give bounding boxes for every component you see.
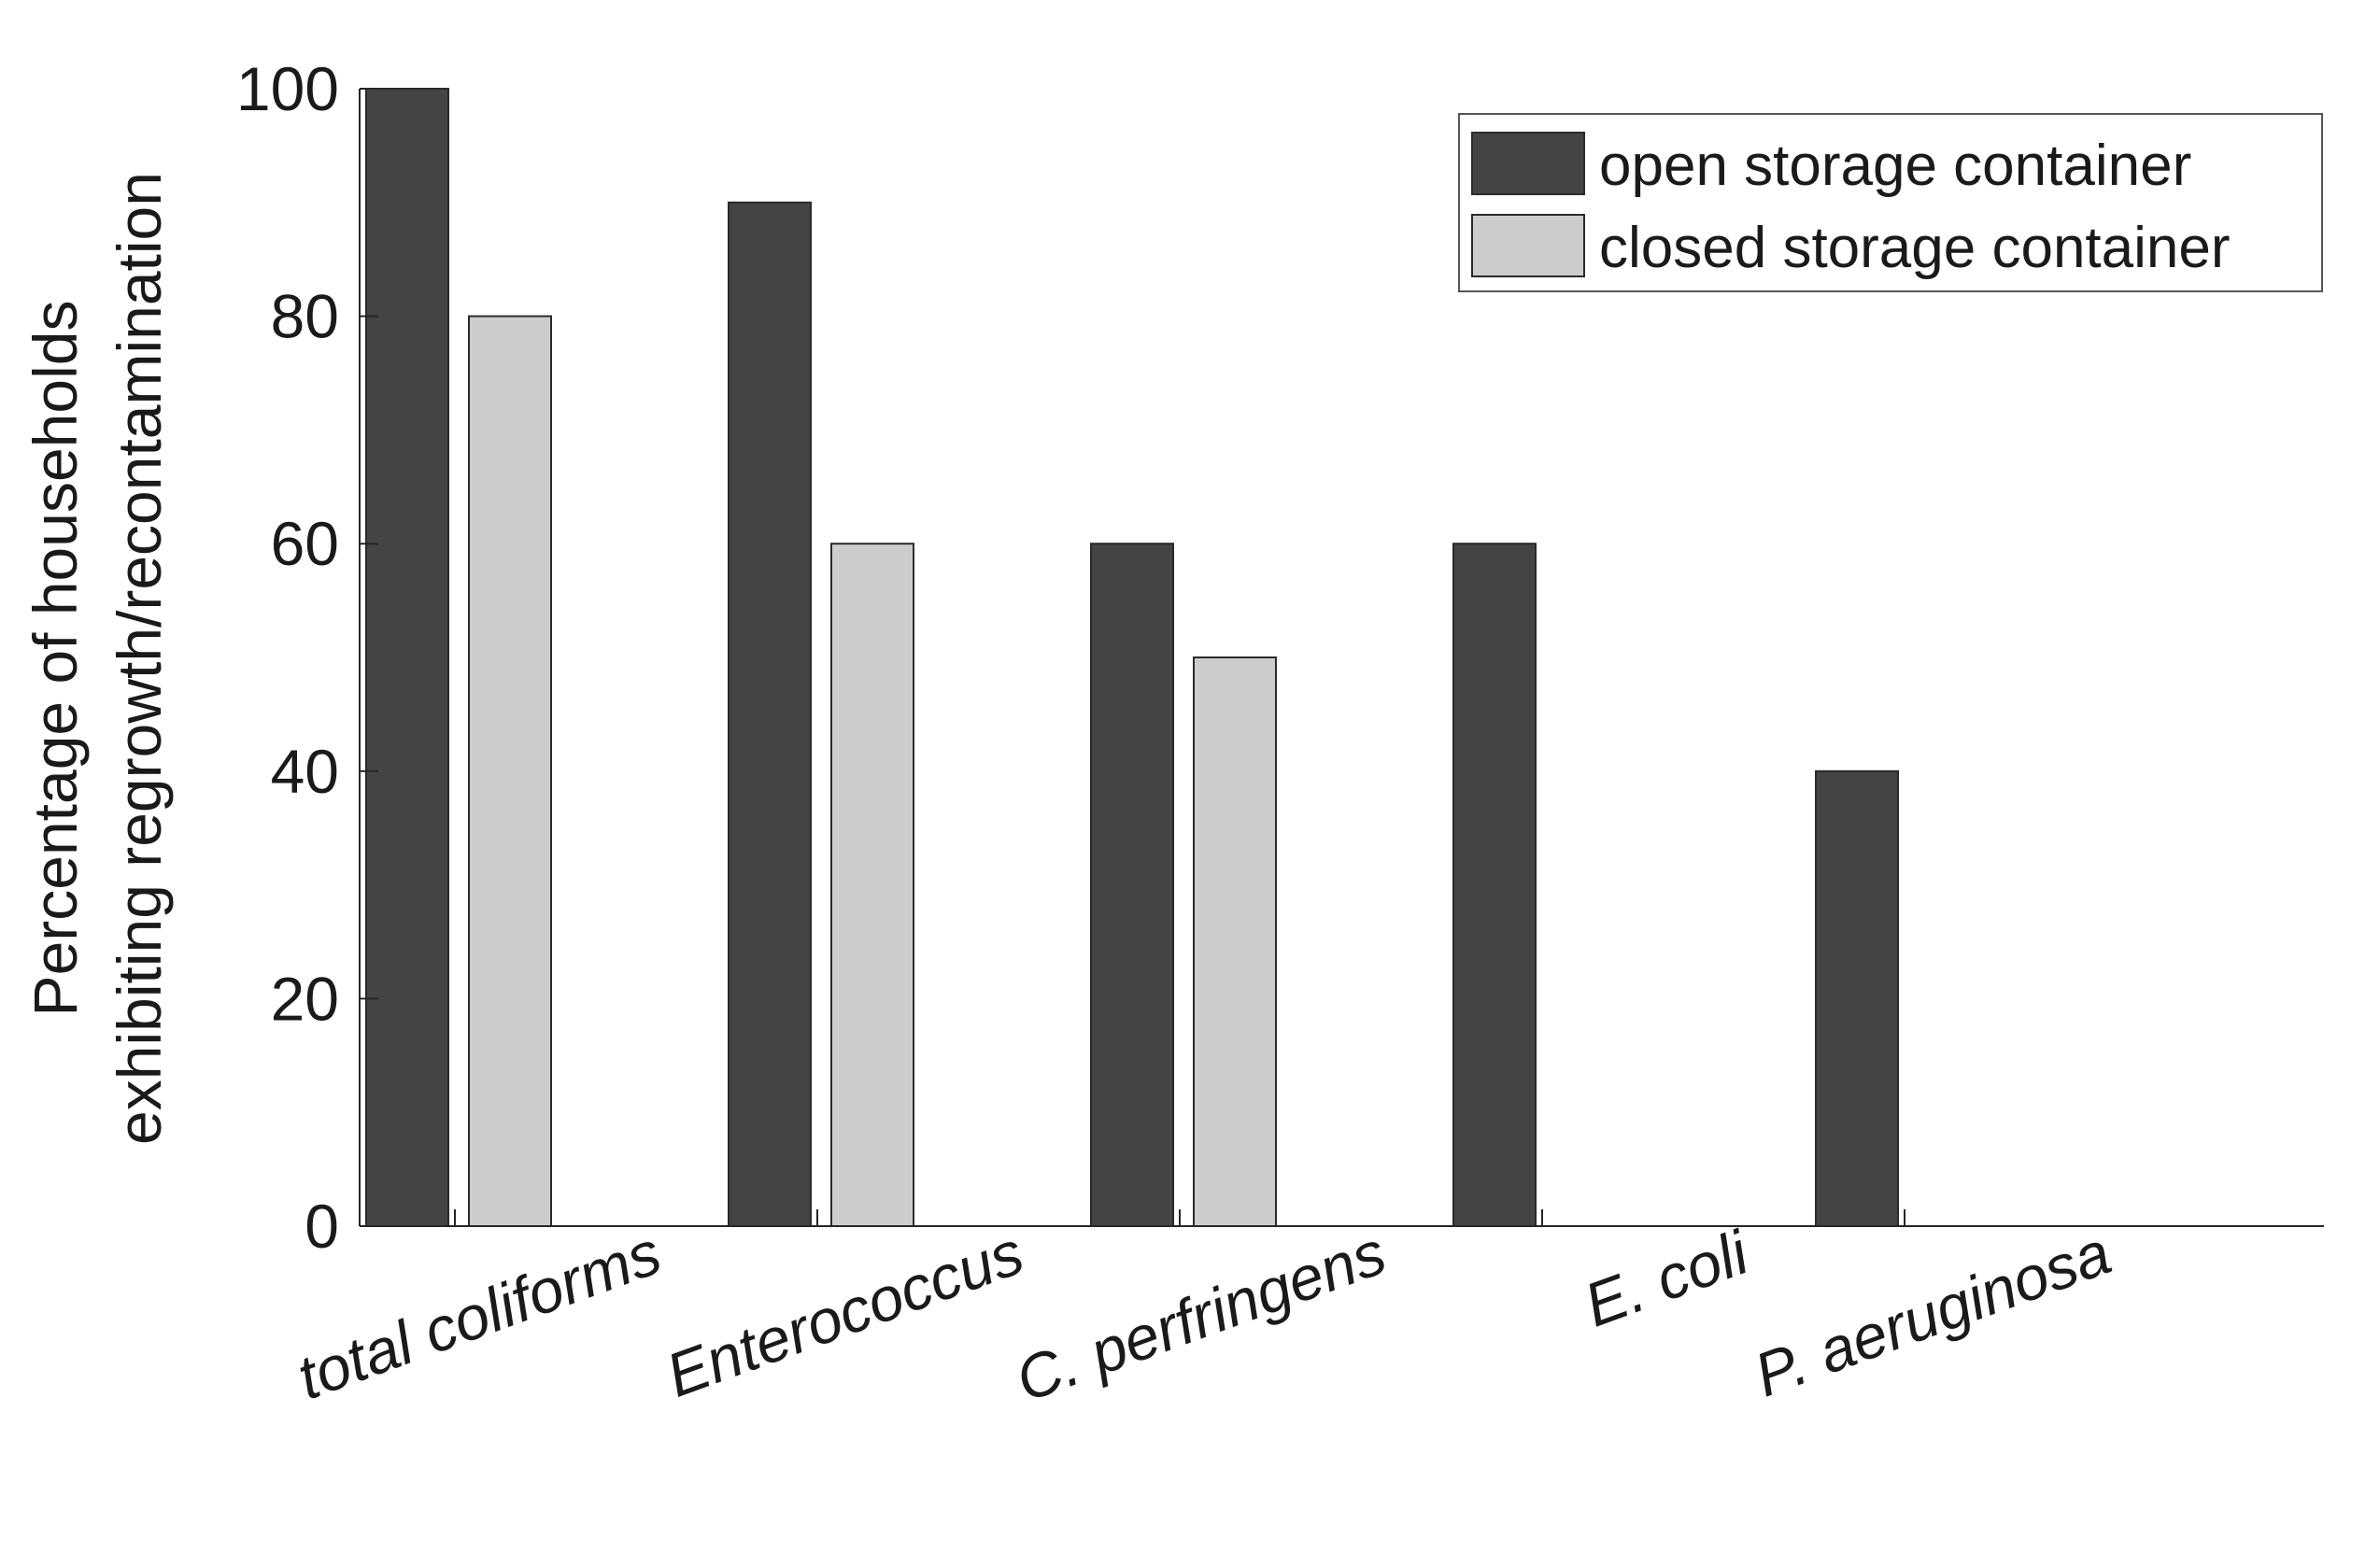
y-tick-label: 100 <box>236 54 339 123</box>
legend-swatch-open-storage-container <box>1471 132 1585 195</box>
legend-label-closed-storage-container: closed storage container <box>1599 216 2231 280</box>
y-axis-label: Percentage of households exhibiting regro… <box>21 172 174 1145</box>
bar-total-coliforms-open-storage-container <box>365 88 449 1227</box>
x-tick-label-p-aeruginosa: P. aeruginosa <box>1746 1218 2119 1410</box>
bar-enterococcus-closed-storage-container <box>830 543 914 1227</box>
x-tick-label-e-coli: E. coli <box>1576 1217 1759 1340</box>
y-tick-label: 0 <box>305 1192 339 1261</box>
y-axis-label-line-2: exhibiting regrowth/recontamination <box>105 172 174 1145</box>
y-tick-label: 20 <box>271 964 339 1033</box>
y-tick-label: 60 <box>271 509 339 578</box>
x-tick-label-total-coliforms: total coliforms <box>289 1218 670 1413</box>
legend-box <box>1458 113 2323 292</box>
axes-layer <box>359 88 2324 1227</box>
bar-c-perfringens-closed-storage-container <box>1193 656 1277 1227</box>
legend-swatch-closed-storage-container <box>1471 214 1585 277</box>
legend: open storage container closed storage con… <box>1458 113 2323 292</box>
bars-layer <box>365 88 1899 1228</box>
y-axis-label-line-1: Percentage of households <box>21 301 90 1017</box>
bar-enterococcus-open-storage-container <box>728 201 812 1227</box>
bar-p-aeruginosa-open-storage-container <box>1815 769 1899 1227</box>
bar-total-coliforms-closed-storage-container <box>468 315 552 1228</box>
y-tick-label: 40 <box>271 737 339 806</box>
x-tick-label-enterococcus: Enterococcus <box>658 1218 1032 1410</box>
bar-e-coli-open-storage-container <box>1452 543 1537 1227</box>
bar-c-perfringens-open-storage-container <box>1090 543 1174 1227</box>
x-tick-label-c-perfringens: C. perfringens <box>1007 1218 1395 1415</box>
legend-label-open-storage-container: open storage container <box>1599 134 2191 198</box>
y-tick-label: 80 <box>271 282 339 351</box>
